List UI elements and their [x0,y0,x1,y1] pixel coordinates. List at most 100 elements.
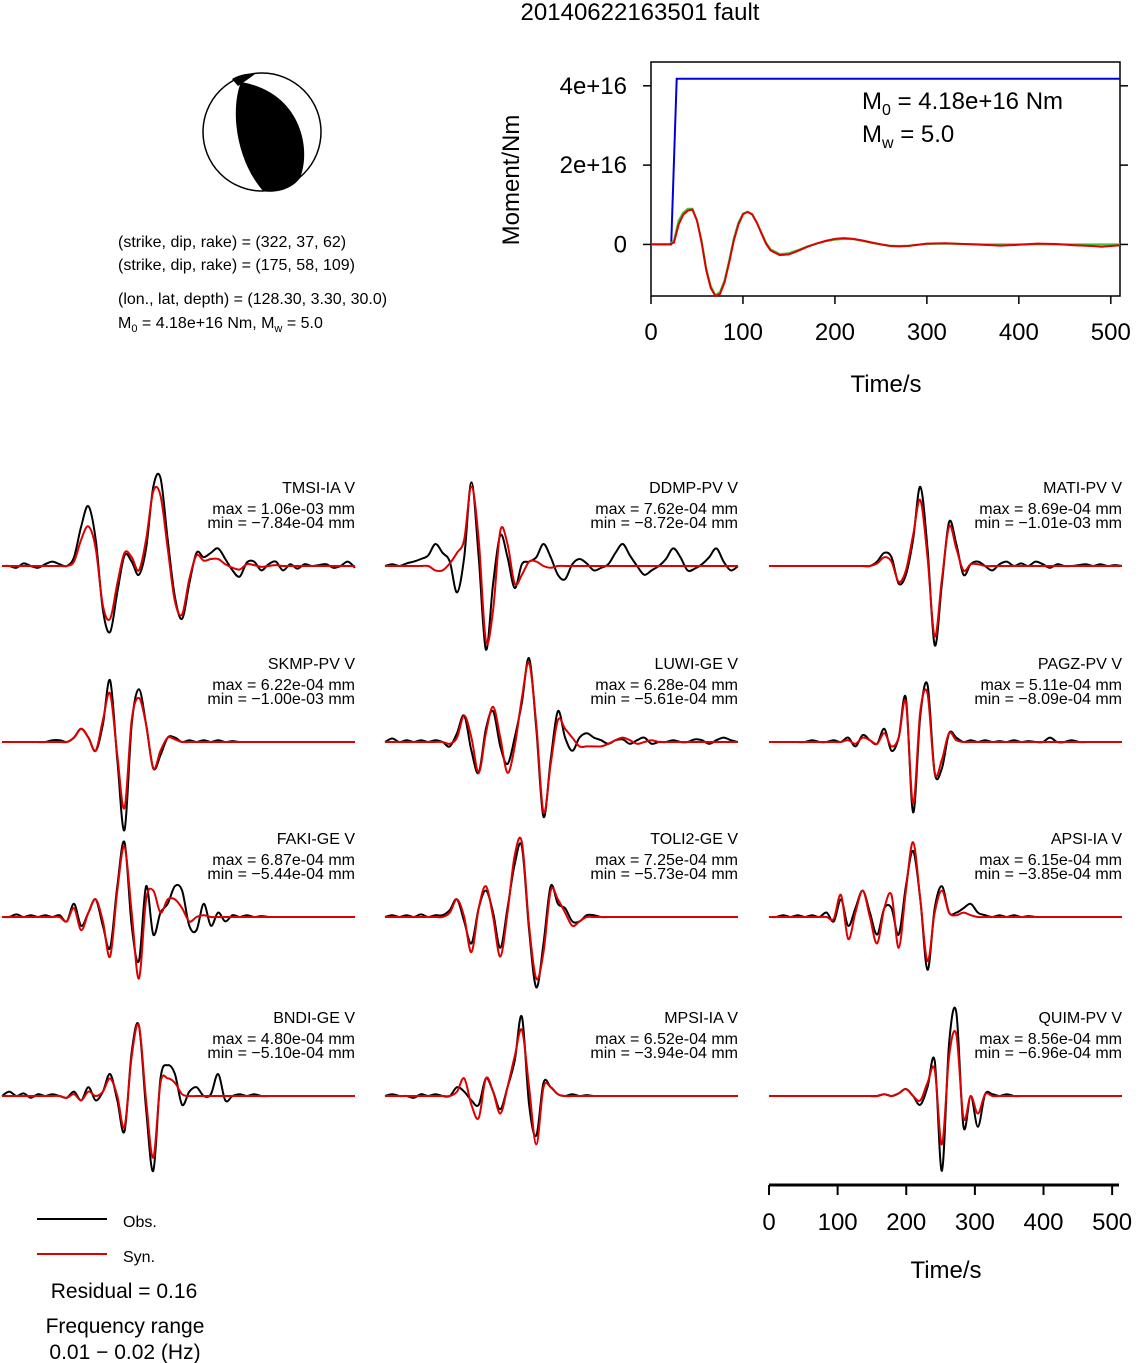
synthetic-trace [385,836,738,981]
station-label: TOLI2-GE V [650,831,738,848]
waveform-x-tick-label: 200 [886,1209,926,1236]
station-label: PAGZ-PV V [1038,656,1122,673]
moment-x-tick-label: 300 [907,319,947,346]
moment-y-tick-label: 2e+16 [560,152,627,179]
trace-max-label: max = 1.06e-03 mm [212,501,355,518]
moment-x-label: Time/s [850,371,921,398]
moment-y-tick-label: 0 [614,231,627,258]
trace-max-label: max = 4.80e-04 mm [212,1031,355,1048]
beachball [202,72,322,192]
page-title: 20140622163501 fault [521,0,760,26]
trace-min-label: min = −3.94e-04 mm [590,1045,738,1062]
station-label: TMSI-IA V [282,480,355,497]
legend-syn-label: Syn. [123,1249,155,1266]
trace-max-label: max = 5.11e-04 mm [980,677,1122,694]
moment-x-axis: 0 100 200 300 400 500 [644,296,1131,346]
synthetic-trace [768,498,1122,638]
moment-series-line-2 [651,208,1121,298]
trace-max-label: max = 6.87e-04 mm [212,852,355,869]
trace-max-label: max = 8.69e-04 mm [979,501,1122,518]
moment-x-tick-label: 500 [1091,319,1131,346]
residual-value: Residual = 0.16 [51,1280,198,1303]
trace-max-label: max = 8.56e-04 mm [979,1031,1122,1048]
moment-y-label: Moment/Nm [498,115,525,246]
observed-trace [384,481,739,651]
hypocenter-location: (lon., lat, depth) = (128.30, 3.30, 30.0… [118,291,387,308]
trace-max-label: max = 6.52e-04 mm [595,1031,738,1048]
mw-annotation: Mw = 5.0 [862,121,954,152]
trace-min-label: min = −5.73e-04 mm [590,866,738,883]
station-label: MPSI-IA V [664,1010,738,1027]
moment-y-tick-label: 4e+16 [560,73,627,100]
trace-min-label: min = −5.44e-04 mm [207,866,355,883]
moment-x-tick-label: 200 [815,319,855,346]
station-label: FAKI-GE V [277,831,356,848]
station-label: DDMP-PV V [649,480,738,497]
moment-plot-frame [650,61,1121,297]
trace-max-label: max = 6.28e-04 mm [595,677,738,694]
moment-x-tick-label: 400 [999,319,1039,346]
trace-min-label: min = −3.85e-04 mm [974,866,1122,883]
moment-series-line-1 [651,207,1120,297]
station-label: SKMP-PV V [268,656,355,673]
trace-max-label: max = 6.22e-04 mm [212,677,355,694]
m0-annotation: M0 = 4.18e+16 Nm [862,88,1063,119]
legend: Obs. Syn. [37,1214,157,1266]
synthetic-trace [384,1028,738,1146]
waveform-x-tick-label: 300 [955,1209,995,1236]
synthetic-trace [2,845,355,980]
moment-summary: M0 = 4.18e+16 Nm, Mw = 5.0 [118,315,323,335]
trace-min-label: min = −1.01e-03 mm [974,515,1122,532]
waveform-x-label: Time/s [910,1257,981,1284]
trace-min-label: min = −8.72e-04 mm [590,515,738,532]
synthetic-trace [769,841,1122,963]
moment-series-group [651,77,1121,298]
nodal-plane-2: (strike, dip, rake) = (175, 58, 109) [118,257,355,274]
trace-min-label: min = −8.09e-04 mm [974,691,1122,708]
synthetic-trace [1,485,355,621]
waveform-time-axis: 0 100 200 300 400 500 [762,1183,1132,1236]
trace-min-label: min = −1.00e-03 mm [207,691,355,708]
waveform-x-tick-label: 100 [818,1209,858,1236]
synthetic-trace [384,661,738,814]
trace-max-label: max = 7.25e-04 mm [595,852,738,869]
moment-y-axis: 0 2e+16 4e+16 [560,73,1128,258]
legend-obs-label: Obs. [123,1214,157,1231]
trace-max-label: max = 6.15e-04 mm [979,852,1122,869]
station-label: QUIM-PV V [1038,1010,1122,1027]
moment-chart: 0 2e+16 4e+16 0 100 200 300 400 500 Moment/Nm T… [498,61,1131,398]
synthetic-trace [1,1023,355,1159]
moment-x-tick-label: 100 [723,319,763,346]
moment-x-tick-label: 0 [644,319,657,346]
station-label: MATI-PV V [1043,480,1122,497]
station-label: APSI-IA V [1051,831,1122,848]
frequency-label: Frequency range [46,1315,205,1338]
observed-trace [1,472,356,634]
station-label: LUWI-GE V [654,656,738,673]
synthetic-trace [768,1029,1122,1146]
trace-min-label: min = −5.10e-04 mm [207,1045,355,1062]
trace-min-label: min = −6.96e-04 mm [974,1045,1122,1062]
trace-min-label: min = −7.84e-04 mm [207,515,355,532]
trace-max-label: max = 7.62e-04 mm [595,501,738,518]
beachball-compression-sliver [232,73,255,86]
station-label: BNDI-GE V [273,1010,355,1027]
synthetic-trace [768,688,1122,805]
frequency-range: 0.01 − 0.02 (Hz) [49,1341,200,1363]
trace-min-label: min = −5.61e-04 mm [590,691,738,708]
nodal-plane-1: (strike, dip, rake) = (322, 37, 62) [118,234,346,251]
